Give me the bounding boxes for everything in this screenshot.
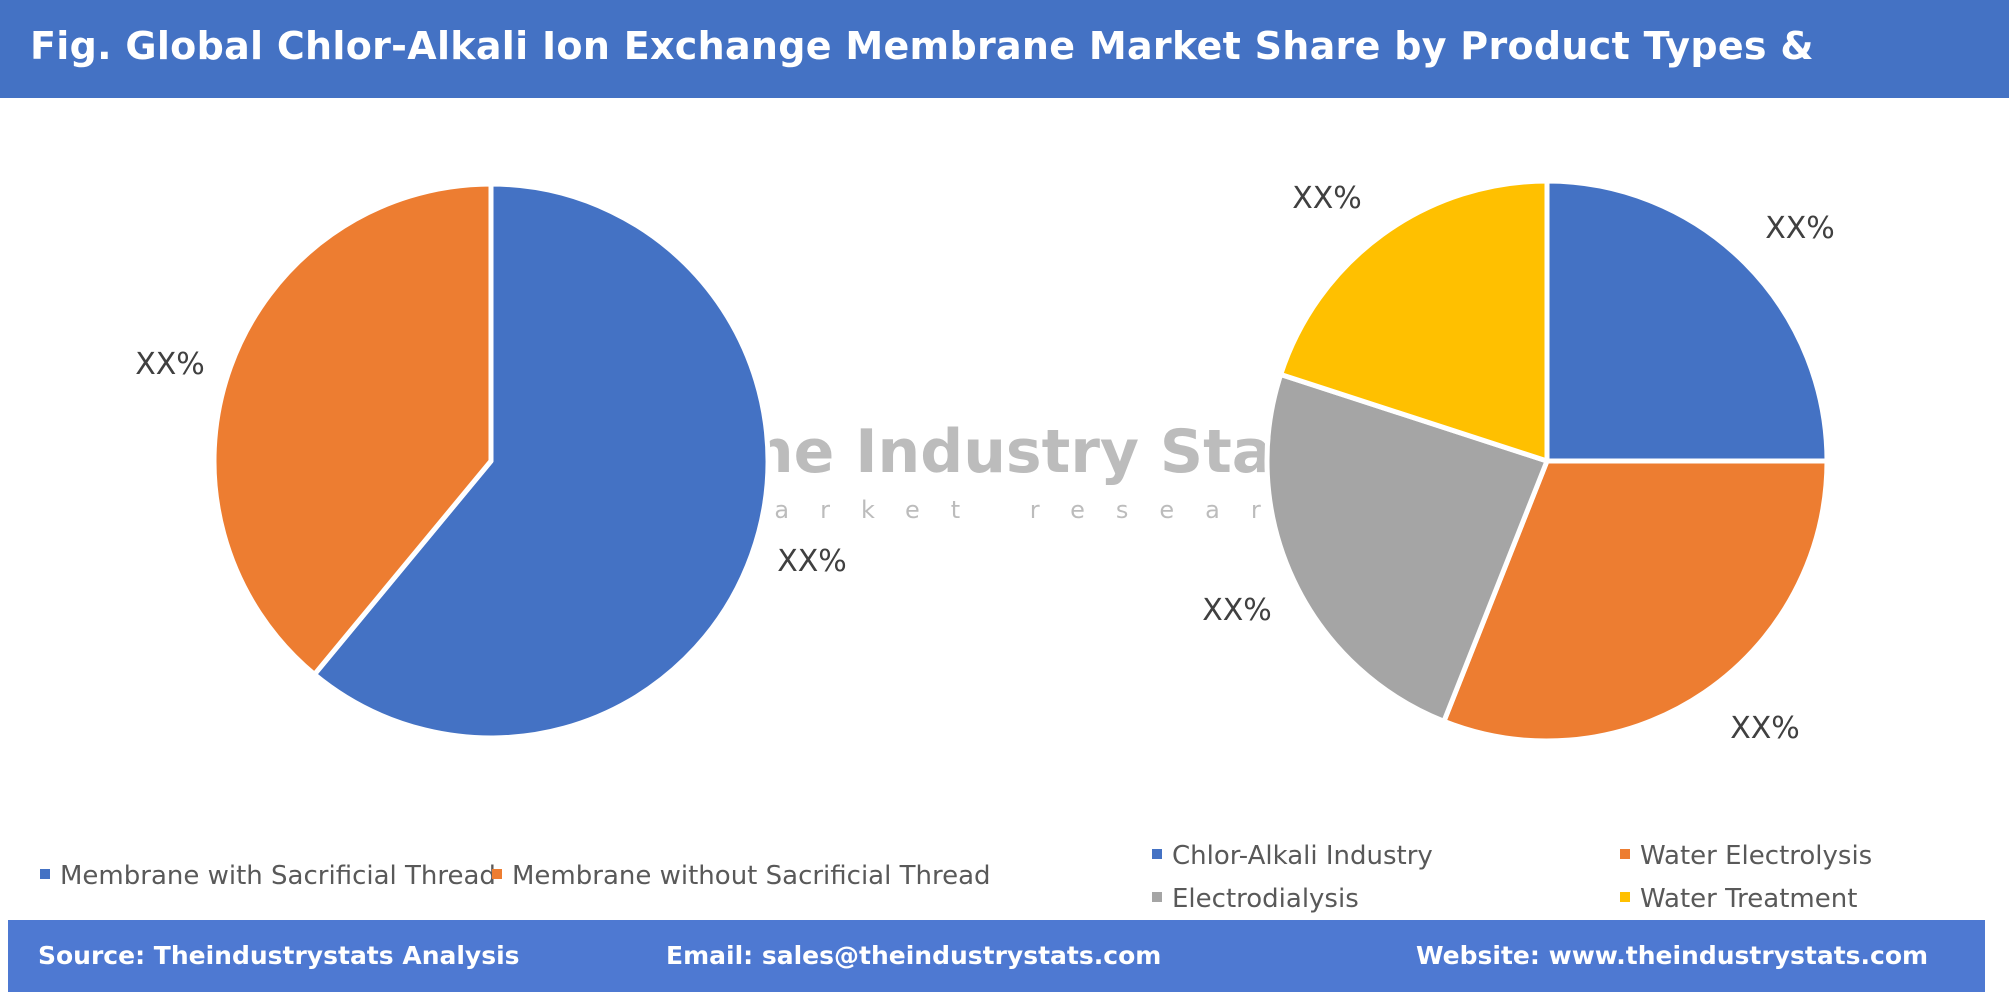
- pie-chart-application: XX% XX% XX% XX%: [1202, 178, 1835, 746]
- pie-slice-electrodialysis: [1264, 371, 1550, 724]
- watermark-name: The Industry Stats: [710, 417, 1337, 487]
- footer-bar: Source: Theindustrystats Analysis Email:…: [8, 920, 1985, 992]
- legend-swatch: [1152, 891, 1162, 902]
- legend-swatch: [1152, 848, 1162, 859]
- legend-swatch: [40, 868, 50, 879]
- legend-label: Membrane without Sacrificial Thread: [512, 861, 991, 891]
- legend-item-chlor-alkali: Chlor-Alkali Industry: [1152, 841, 1433, 871]
- data-label: XX%: [135, 347, 205, 382]
- pie-slice-membrane-with-sacrificial-thread: [311, 181, 771, 741]
- data-label: XX%: [1765, 211, 1835, 246]
- footer-email: Email: sales@theindustrystats.com: [666, 941, 1162, 970]
- legend-swatch: [1620, 891, 1630, 902]
- pie-slice-water-treatment: [1278, 178, 1550, 464]
- legend-label: Membrane with Sacrificial Thread: [60, 861, 496, 891]
- watermark-tagline: market research: [720, 496, 1382, 524]
- legend-label: Electrodialysis: [1172, 884, 1359, 914]
- pie-slice-water-electrolysis: [1441, 458, 1830, 744]
- legend-swatch: [1620, 848, 1630, 859]
- pie-slice-membrane-without-sacrificial-thread: [211, 181, 494, 677]
- legend-label: Water Treatment: [1640, 884, 1858, 914]
- data-label: XX%: [1202, 593, 1272, 628]
- pie-chart-product-types: XX% XX%: [135, 181, 847, 741]
- legend-item-water-treatment: Water Treatment: [1620, 884, 1857, 914]
- data-label: XX%: [1292, 181, 1362, 216]
- legend-label: Chlor-Alkali Industry: [1172, 841, 1433, 871]
- chart-title: Fig. Global Chlor-Alkali Ion Exchange Me…: [30, 24, 1814, 160]
- data-label: XX%: [1730, 711, 1800, 746]
- legend-item-water-electrolysis: Water Electrolysis: [1620, 841, 1872, 871]
- legend-item-electrodialysis: Electrodialysis: [1152, 884, 1359, 914]
- footer-source: Source: Theindustrystats Analysis: [38, 941, 520, 970]
- legend-swatch: [492, 868, 502, 879]
- legend-item-membrane-with: Membrane with Sacrificial Thread: [40, 861, 496, 891]
- data-label: XX%: [777, 544, 847, 579]
- legend-label: Water Electrolysis: [1640, 841, 1873, 871]
- header-bar: Fig. Global Chlor-Alkali Ion Exchange Me…: [0, 0, 2009, 160]
- footer-website: Website: www.theindustrystats.com: [1416, 941, 1929, 970]
- pie-slice-chlor-alkali-industry: [1544, 178, 1830, 464]
- legend-item-membrane-without: Membrane without Sacrificial Thread: [492, 861, 991, 891]
